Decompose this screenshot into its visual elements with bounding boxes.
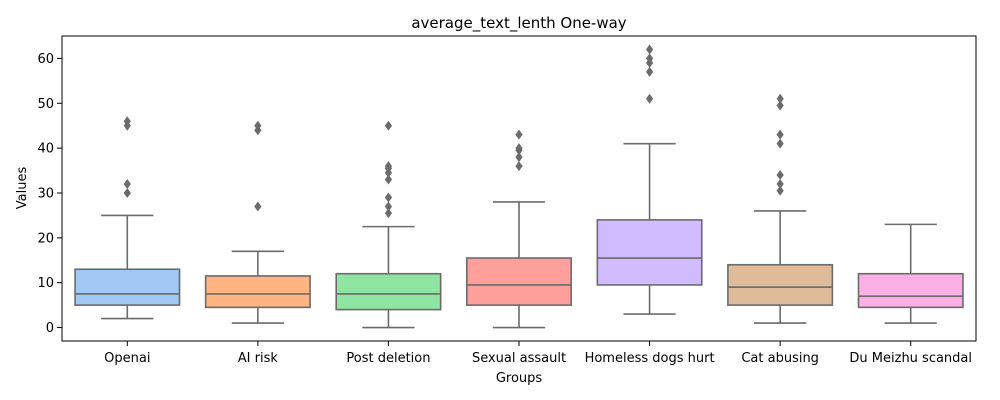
outlier-point — [384, 174, 393, 185]
box-group — [727, 93, 834, 324]
x-tick-label: Cat abusing — [741, 351, 819, 366]
x-tick-label: Post deletion — [346, 351, 430, 366]
box-group — [335, 120, 442, 329]
box-group — [596, 44, 703, 315]
outlier-point — [254, 201, 262, 212]
iqr-box — [727, 263, 834, 306]
y-axis: 0 10 20 30 40 50 60 — [37, 52, 62, 336]
outlier-point — [515, 129, 523, 140]
iqr-box — [465, 257, 573, 306]
outlier-point — [515, 152, 523, 163]
box-group — [74, 116, 181, 320]
outlier-point — [515, 161, 523, 172]
outlier-point — [776, 185, 784, 196]
outlier-point — [384, 201, 393, 212]
y-tick-label: 20 — [37, 231, 54, 246]
plot-area — [74, 44, 964, 329]
outlier-point — [123, 187, 131, 198]
outlier-point — [384, 161, 393, 172]
outlier-point — [776, 170, 784, 181]
outlier-point — [515, 143, 523, 154]
outlier-point — [645, 44, 654, 55]
box-group — [857, 223, 964, 324]
y-tick-label: 10 — [37, 276, 54, 291]
y-axis-label: Values — [15, 167, 30, 210]
outlier-point — [384, 120, 393, 131]
box-group — [465, 129, 573, 329]
iqr-box — [857, 272, 964, 309]
x-tick-label: Homeless dogs hurt — [585, 351, 715, 366]
outlier-point — [776, 129, 784, 140]
outlier-point — [123, 116, 131, 127]
x-tick-label: Sexual assault — [472, 351, 566, 366]
box-group — [204, 120, 311, 324]
outlier-point — [645, 53, 654, 64]
y-tick-label: 30 — [37, 186, 54, 201]
outlier-point — [123, 179, 131, 190]
outlier-point — [645, 66, 654, 77]
y-tick-label: 0 — [46, 321, 54, 336]
x-axis: Openai AI risk Post deletion Sexual assault… — [104, 341, 972, 366]
x-axis-label: Groups — [496, 371, 543, 386]
x-tick-label: Du Meizhu scandal — [849, 351, 972, 366]
chart-title: average_text_lenth One-way — [411, 14, 626, 33]
iqr-box — [596, 219, 703, 286]
outlier-point — [776, 138, 784, 149]
iqr-box — [204, 275, 311, 309]
outlier-point — [776, 179, 784, 190]
iqr-box — [335, 272, 442, 311]
iqr-box — [74, 268, 181, 306]
outlier-point — [776, 93, 784, 104]
outlier-point — [776, 100, 784, 111]
y-tick-label: 40 — [37, 142, 54, 157]
x-tick-label: AI risk — [238, 351, 279, 366]
outlier-point — [384, 208, 393, 219]
y-tick-label: 50 — [37, 97, 54, 112]
y-tick-label: 60 — [37, 52, 54, 67]
outlier-point — [645, 93, 654, 104]
outlier-point — [384, 192, 393, 203]
outlier-point — [254, 120, 262, 131]
x-tick-label: Openai — [104, 351, 150, 366]
